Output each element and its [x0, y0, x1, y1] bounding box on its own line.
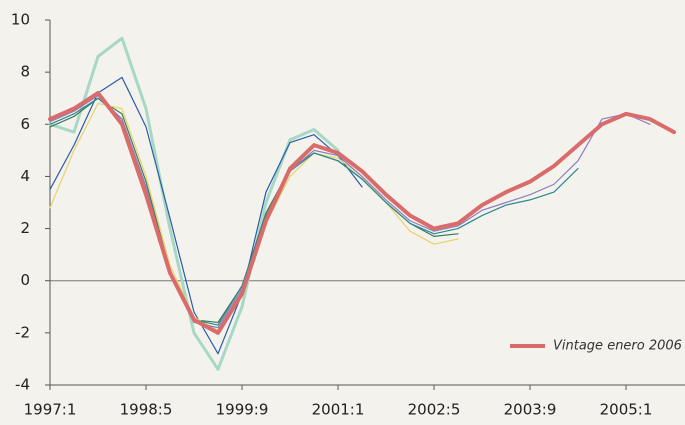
x-tick-label: 2001:1 [312, 401, 365, 419]
series-line [49, 97, 459, 324]
series-line [48, 91, 676, 335]
y-tick-label: 4 [20, 167, 30, 185]
y-tick-label: 2 [20, 219, 30, 237]
y-tick-label: 10 [11, 11, 30, 29]
legend-label: Vintage enero 2006 [553, 339, 682, 354]
series-line [49, 76, 363, 355]
series-line [49, 97, 579, 326]
x-tick-label: 1998:5 [120, 401, 173, 419]
x-tick-label: 1999:9 [216, 401, 269, 419]
x-tick-label: 2005:1 [600, 401, 653, 419]
y-tick-label: 8 [20, 63, 30, 81]
x-tick-label: 1997:1 [24, 401, 77, 419]
y-tick-label: 0 [20, 271, 30, 289]
y-tick-label: 6 [20, 115, 30, 133]
y-tick-label: -4 [15, 376, 30, 394]
series-line [48, 36, 340, 371]
y-tick-label: -2 [15, 323, 30, 341]
x-tick-label: 2003:9 [504, 401, 557, 419]
x-tick-label: 2002:5 [408, 401, 461, 419]
series-line [49, 95, 651, 329]
series-line [49, 102, 459, 331]
